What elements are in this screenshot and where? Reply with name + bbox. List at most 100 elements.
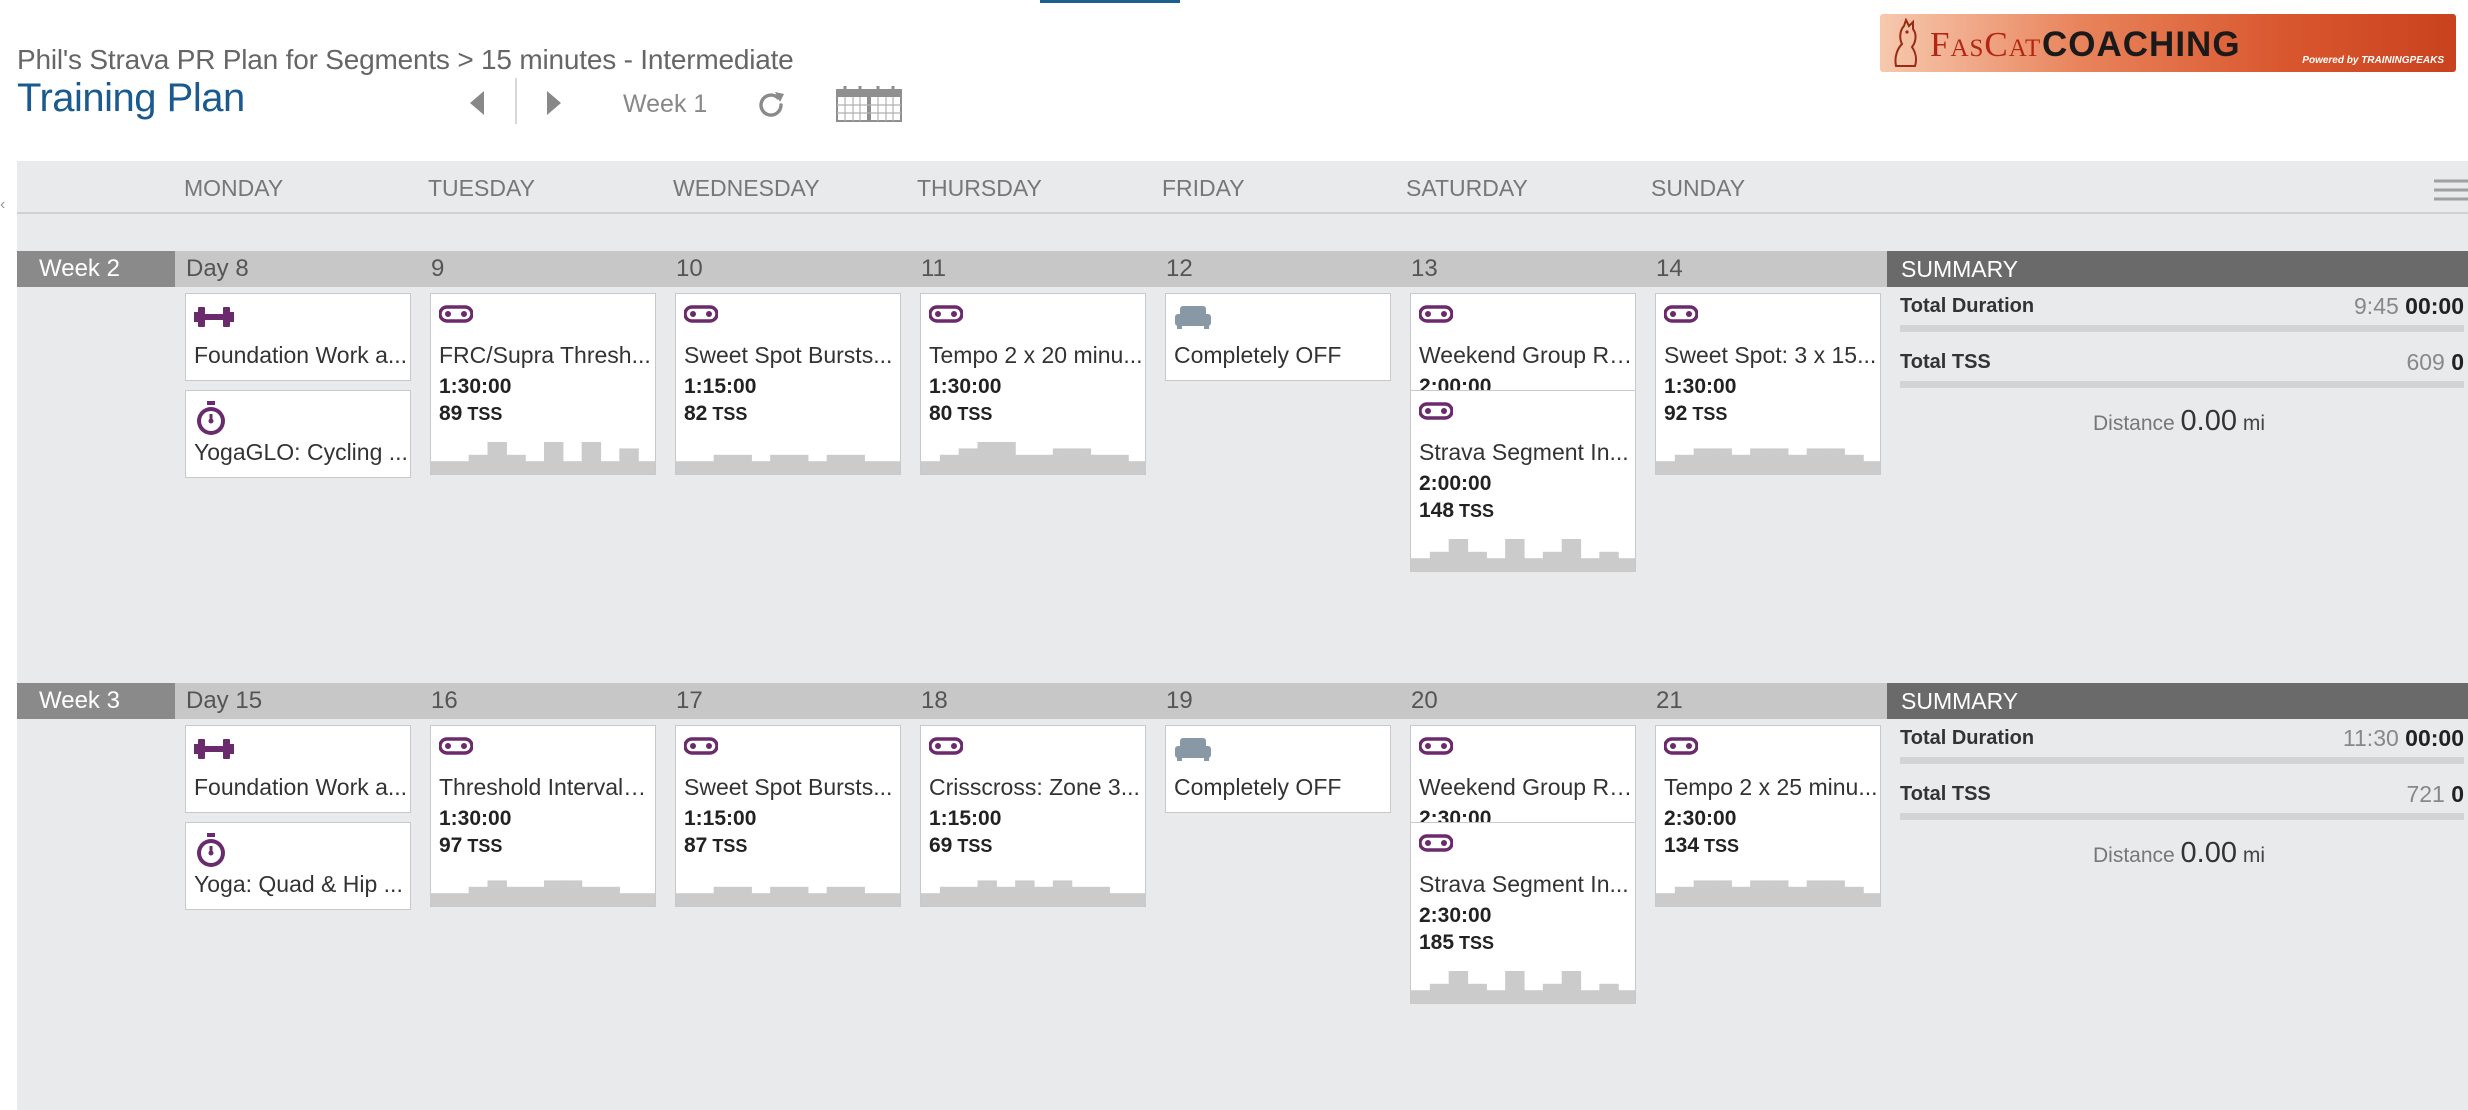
profile-bar (1863, 893, 1880, 906)
previous-week-icon[interactable] (470, 91, 484, 115)
bike-icon (1663, 736, 1699, 761)
profile-bar (958, 886, 979, 906)
workout-title: Foundation Work a... (194, 342, 408, 368)
bike-icon (1418, 304, 1454, 329)
bike-icon (683, 736, 719, 761)
workout-card[interactable]: Tempo 2 x 25 minu... 2:30:00 134 TSS (1655, 725, 1881, 907)
workout-card[interactable]: Threshold Intervals... 1:30:00 97 TSS (430, 725, 656, 907)
profile-bar (1524, 558, 1544, 571)
workout-tss-value: 89 (439, 402, 463, 425)
workout-title: Tempo 2 x 25 minu... (1664, 774, 1878, 800)
profile-bar (600, 886, 620, 906)
workout-duration: 1:30:00 (929, 375, 1002, 398)
workout-card[interactable]: Foundation Work a... (185, 725, 411, 813)
summary-tss-row: Total TSS 721 0 (1900, 781, 2464, 823)
profile-bar (1015, 880, 1035, 906)
profile-bar (562, 461, 583, 474)
profile-bar (1505, 539, 1525, 571)
workout-tss: 92 TSS (1664, 402, 1727, 426)
menu-icon[interactable] (2432, 177, 2468, 203)
calendar-icon[interactable] (836, 86, 902, 122)
workout-card[interactable]: Sweet Spot: 3 x 15... 1:30:00 92 TSS (1655, 293, 1881, 475)
profile-bar (1034, 886, 1054, 906)
day-number: 13 (1411, 255, 1438, 282)
workout-card[interactable]: Strava Segment In... 2:30:00 185 TSS (1410, 822, 1636, 1004)
day-header-friday: FRIDAY (1162, 175, 1245, 201)
profile-bar (1806, 448, 1827, 474)
profile-bar (1769, 880, 1789, 906)
profile-bar (1090, 454, 1110, 474)
page-title: Training Plan (17, 76, 245, 120)
profile-bar (1486, 558, 1506, 571)
profile-bar (1674, 454, 1695, 474)
profile-bar (713, 886, 734, 906)
summary-tss-label: Total TSS (1900, 783, 1991, 805)
workout-tss: 87 TSS (684, 834, 747, 858)
workout-card[interactable]: Strava Segment In... 2:00:00 148 TSS (1410, 390, 1636, 572)
fascat-coaching-logo: FasCat COACHING Powered by TRAININGPEAKS (1880, 14, 2456, 72)
workout-tss-unit: TSS (707, 836, 748, 856)
profile-bar (487, 880, 507, 906)
profile-bar (1750, 448, 1770, 474)
workout-profile-graph (431, 442, 655, 474)
day-number: 18 (921, 687, 948, 714)
workout-title: Crisscross: Zone 3... (929, 774, 1140, 800)
bike-icon (683, 304, 719, 329)
profile-bar (468, 886, 489, 906)
plan-subtitle: Phil's Strava PR Plan for Segments > 15 … (17, 44, 794, 75)
profile-bar (845, 886, 865, 906)
summary-tss-progress (1900, 813, 2464, 820)
workout-card[interactable]: Yoga: Quad & Hip ... (185, 822, 411, 910)
profile-bar (1712, 880, 1732, 906)
day-header-row: MONDAY TUESDAY WEDNESDAY THURSDAY FRIDAY… (17, 161, 2468, 214)
profile-bar (1128, 461, 1145, 474)
summary-tss-value: 721 0 (2406, 781, 2464, 808)
workout-tss-value: 97 (439, 834, 463, 857)
workout-tss-unit: TSS (1687, 404, 1728, 424)
summary-tss-completed: 0 (2451, 349, 2464, 375)
workout-card[interactable]: Crisscross: Zone 3... 1:15:00 69 TSS (920, 725, 1146, 907)
workout-title: Sweet Spot: 3 x 15... (1664, 342, 1877, 368)
summary-distance-label: Distance (2093, 844, 2175, 867)
week-label: Week 3 (17, 683, 175, 719)
profile-bar (939, 454, 960, 474)
profile-bar (1429, 551, 1450, 571)
profile-bar (1618, 558, 1635, 571)
workout-card[interactable]: Tempo 2 x 20 minu... 1:30:00 80 TSS (920, 293, 1146, 475)
profile-bar (826, 454, 847, 474)
next-week-icon[interactable] (547, 91, 561, 115)
profile-bar (1411, 558, 1431, 571)
summary-header: SUMMARY (1887, 683, 2468, 719)
profile-bar (1109, 454, 1129, 474)
workout-card[interactable]: Completely OFF (1165, 293, 1391, 381)
workout-card[interactable]: Completely OFF (1165, 725, 1391, 813)
workout-card[interactable]: Sweet Spot Bursts... 1:15:00 82 TSS (675, 293, 901, 475)
workout-tss-value: 87 (684, 834, 708, 857)
workout-profile-graph (1411, 971, 1635, 1003)
summary-distance-unit: mi (2242, 412, 2266, 435)
workout-profile-graph (921, 880, 1145, 906)
profile-bar (694, 461, 715, 474)
profile-bar (883, 893, 900, 906)
workout-tss: 82 TSS (684, 402, 747, 426)
profile-bar (1448, 539, 1469, 571)
workout-duration: 1:30:00 (1664, 375, 1737, 398)
workout-card[interactable]: Sweet Spot Bursts... 1:15:00 87 TSS (675, 725, 901, 907)
workout-card[interactable]: YogaGLO: Cycling ... (185, 390, 411, 478)
workout-profile-graph (431, 880, 655, 906)
workout-profile-graph (1656, 880, 1880, 906)
profile-bar (468, 454, 489, 474)
day-number: 16 (431, 687, 458, 714)
profile-bar (1750, 880, 1770, 906)
profile-bar (921, 893, 941, 906)
couch-icon (1174, 736, 1212, 767)
profile-bar (770, 454, 790, 474)
workout-card[interactable]: FRC/Supra Thresh... 1:30:00 89 TSS (430, 293, 656, 475)
profile-bar (1411, 990, 1431, 1003)
profile-bar (1467, 551, 1487, 571)
workout-card[interactable]: Foundation Work a... (185, 293, 411, 381)
refresh-icon[interactable] (755, 89, 787, 121)
day-number: Day 8 (186, 255, 249, 282)
day-header-thursday: THURSDAY (917, 175, 1042, 201)
profile-bar (1599, 983, 1619, 1003)
